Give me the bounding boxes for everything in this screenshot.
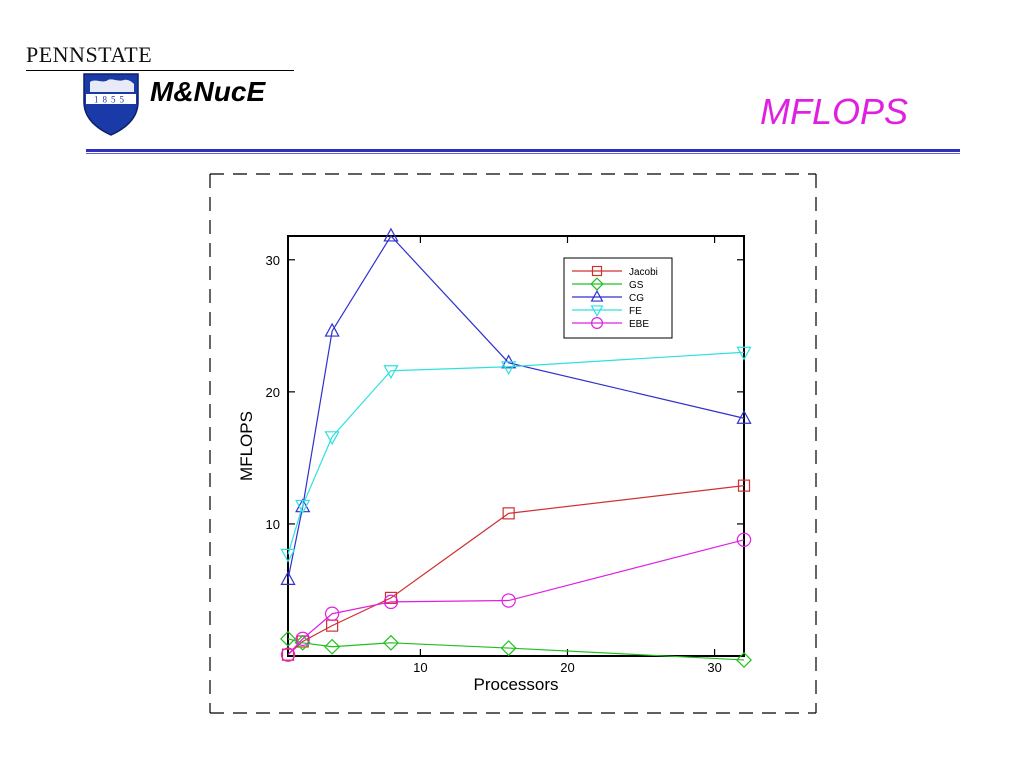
series-line-jacobi [287, 485, 745, 656]
point-fe [383, 365, 399, 380]
penn-state-shield-icon: 1855 [83, 73, 139, 136]
point-fe [295, 499, 311, 514]
point-ebe [280, 647, 296, 662]
legend: Jacobi GS CG FE EBE [563, 257, 673, 339]
series-gs [280, 630, 752, 668]
legend-label-cg: CG [629, 293, 644, 304]
title-rule-thick [86, 149, 960, 152]
point-fe [501, 361, 517, 376]
series-jacobi [281, 479, 751, 661]
point-ebe [324, 606, 340, 621]
y-tick-label: 20 [266, 385, 280, 400]
point-gs [382, 634, 399, 651]
series-ebe [280, 532, 752, 662]
point-gs [294, 634, 311, 651]
point-fe [736, 346, 752, 361]
legend-label-jacobi: Jacobi [629, 267, 658, 278]
legend-marker-ebe [590, 317, 603, 330]
point-cg [383, 227, 399, 242]
point-gs [500, 640, 517, 657]
point-gs [736, 651, 752, 668]
legend-item-cg: CG [572, 289, 644, 304]
shield-year: 1855 [94, 95, 128, 105]
point-cg [324, 322, 340, 337]
legend-item-ebe: EBE [572, 317, 649, 330]
x-tick-label: 30 [707, 660, 721, 675]
legend-item-fe: FE [572, 305, 642, 318]
legend-marker-jacobi [591, 265, 603, 277]
point-fe [280, 548, 296, 563]
point-fe [324, 431, 340, 446]
series-line-ebe [287, 539, 745, 656]
legend-label-gs: GS [629, 280, 644, 291]
legend-marker-fe [590, 305, 604, 318]
point-jacobi [737, 479, 751, 492]
logo-rule [26, 70, 294, 71]
legend-item-jacobi: Jacobi [572, 265, 658, 278]
legend-label-fe: FE [629, 306, 642, 317]
legend-marker-cg [590, 289, 604, 302]
point-gs [324, 638, 341, 655]
point-ebe [501, 593, 516, 608]
x-axis-label: Processors [473, 675, 558, 694]
point-cg [280, 570, 296, 585]
series-fe [280, 346, 752, 563]
figure-frame [209, 173, 817, 714]
point-jacobi [502, 507, 515, 520]
x-tick-label: 20 [560, 660, 574, 675]
point-ebe [383, 594, 399, 610]
point-ebe [736, 532, 752, 547]
title-rule-thin [86, 153, 960, 154]
x-tick-label: 10 [413, 660, 427, 675]
penn-state-wordmark: PENNSTATE [26, 42, 153, 67]
y-tick-label: 30 [266, 253, 280, 268]
series-cg [280, 227, 752, 585]
y-tick-label: 10 [266, 517, 280, 532]
legend-label-ebe: EBE [629, 319, 649, 330]
point-gs [280, 630, 296, 647]
legend-item-gs: GS [572, 277, 644, 291]
point-jacobi [281, 648, 295, 661]
series-line-fe [287, 351, 745, 555]
point-cg [736, 409, 752, 424]
series-line-cg [287, 235, 745, 580]
legend-marker-gs [590, 277, 604, 291]
point-ebe [295, 631, 310, 647]
department-name: M&NucE [150, 76, 266, 107]
plot-area [287, 235, 745, 657]
y-axis-label: MFLOPS [237, 411, 256, 481]
slide-title: MFLOPS [759, 91, 908, 132]
